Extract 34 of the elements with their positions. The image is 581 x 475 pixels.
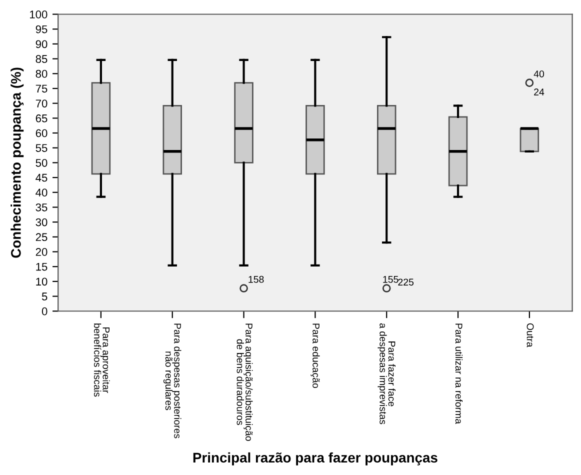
y-tick-label: 10 bbox=[36, 278, 48, 286]
y-tick-label: 55 bbox=[36, 144, 48, 152]
y-tick-label: 25 bbox=[36, 233, 48, 242]
x-tick-label: Para fazer face a despesas imprevistas bbox=[378, 323, 396, 424]
y-tick-label: 60 bbox=[36, 129, 48, 138]
x-tick-label: Outra bbox=[526, 323, 534, 348]
y-tick-label: 70 bbox=[36, 100, 48, 108]
y-tick-label: 90 bbox=[36, 40, 48, 48]
x-axis-title: Principal razão para fazer poupanças bbox=[193, 452, 438, 466]
annotation: 40 bbox=[534, 70, 544, 78]
y-tick-label: 50 bbox=[36, 158, 48, 167]
y-tick-label: 100 bbox=[30, 10, 48, 18]
y-tick-label: 15 bbox=[36, 262, 48, 271]
y-tick-label: 95 bbox=[36, 25, 48, 34]
x-tick-label: Para despesas posteriores não regulares bbox=[163, 324, 182, 438]
annotation: 158 bbox=[248, 276, 264, 283]
y-tick-label: 75 bbox=[36, 84, 48, 93]
annotation: 155 bbox=[383, 276, 398, 283]
x-tick-label: Para utilizar na reforma bbox=[455, 324, 463, 424]
y-axis-title: Conhecimento poupança (%) bbox=[10, 68, 24, 258]
x-tick-label: Para educação bbox=[310, 324, 320, 388]
y-tick-label: 40 bbox=[36, 188, 48, 197]
y-tick-label: 0 bbox=[42, 307, 48, 316]
y-tick-label: 85 bbox=[36, 55, 48, 63]
x-tick-label: Para aproveitar benefícios fiscais bbox=[94, 324, 110, 397]
y-tick-label: 5 bbox=[42, 292, 48, 300]
y-tick-label: 35 bbox=[36, 203, 48, 212]
y-tick-label: 65 bbox=[36, 114, 48, 122]
y-tick-label: 30 bbox=[36, 218, 48, 226]
y-tick-label: 45 bbox=[36, 174, 48, 182]
annotation: 24 bbox=[534, 88, 544, 96]
y-tick-label: 80 bbox=[36, 70, 48, 78]
y-tick-label: 20 bbox=[36, 248, 48, 256]
annotation: 225 bbox=[398, 278, 414, 286]
